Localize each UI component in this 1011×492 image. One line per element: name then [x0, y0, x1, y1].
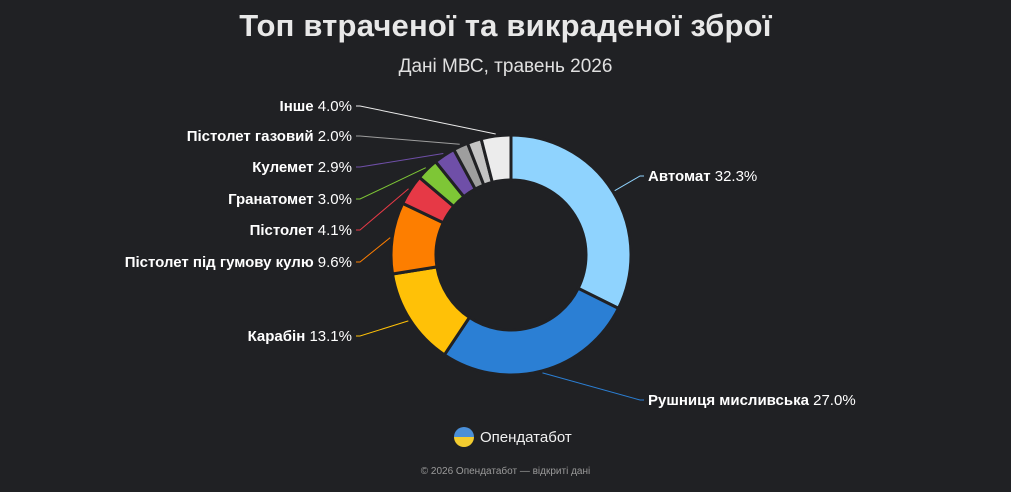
slice-label: Інше 4.0%	[280, 98, 352, 115]
slice-рушниця-мисливська	[442, 286, 620, 377]
slice-label-name: Пістолет під гумову кулю	[125, 254, 318, 271]
opendatabot-logo-icon	[454, 427, 474, 447]
slice-інше	[479, 133, 513, 184]
footer-copyright: © 2026 Опендатабот — відкриті дані	[420, 466, 591, 477]
slice-label-value: 27.0%	[813, 392, 856, 409]
slice-label-name: Карабін	[248, 328, 310, 345]
slice-label-value: 2.0%	[318, 128, 352, 145]
slice-label-name: Гранатомет	[228, 191, 318, 208]
connector-line	[542, 372, 644, 401]
connector-line	[356, 237, 391, 263]
connector-line	[356, 167, 426, 200]
slice-label-name: Кулемет	[252, 159, 318, 176]
connector-line	[614, 175, 644, 192]
slice-label: Гранатомет 3.0%	[228, 191, 352, 208]
slice-label-name: Пістолет газовий	[187, 128, 318, 145]
slice-label-name: Інше	[280, 98, 318, 115]
connector-line	[356, 320, 409, 337]
slice-label-value: 9.6%	[318, 254, 352, 271]
slice-label: Карабін 13.1%	[248, 328, 352, 345]
slice-label-value: 4.0%	[318, 98, 352, 115]
connector-line	[356, 188, 409, 231]
slice-label: Кулемет 2.9%	[252, 159, 352, 176]
slice-label: Пістолет 4.1%	[250, 222, 352, 239]
slice-label-name: Автомат	[648, 168, 715, 185]
slice-автомат	[509, 133, 633, 310]
chart-subtitle: Дані МВС, травень 2026	[398, 56, 613, 77]
chart-title: Топ втраченої та викраденої зброї	[239, 8, 772, 43]
slice-label-value: 2.9%	[318, 159, 352, 176]
brand-name: Опендатабот	[480, 428, 572, 446]
slice-label-value: 13.1%	[309, 328, 352, 345]
connector-line	[356, 135, 460, 145]
slice-label-value: 3.0%	[318, 191, 352, 208]
slice-label: Автомат 32.3%	[648, 168, 757, 185]
connector-line	[356, 105, 496, 135]
slice-label: Пістолет газовий 2.0%	[187, 128, 352, 145]
slice-label-value: 4.1%	[318, 222, 352, 239]
slice-label-name: Рушниця мисливська	[648, 392, 813, 409]
slice-label: Пістолет під гумову кулю 9.6%	[125, 254, 352, 271]
slice-label: Рушниця мисливська 27.0%	[648, 392, 856, 409]
connector-line	[356, 153, 444, 168]
slice-label-value: 32.3%	[715, 168, 758, 185]
slice-label-name: Пістолет	[250, 222, 318, 239]
brand: Опендатабот	[454, 426, 572, 448]
